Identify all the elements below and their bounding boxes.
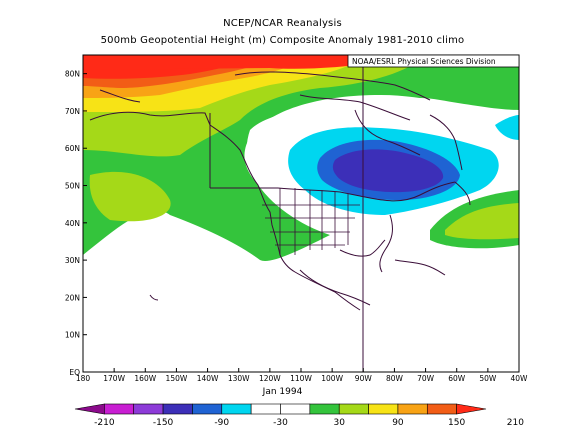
lon-tick-label: 160W (134, 374, 156, 383)
colorbar-label: 90 (392, 418, 404, 428)
colorbar-cell (280, 403, 311, 415)
colorbar-label: 150 (448, 418, 465, 428)
colorbar-cell (397, 403, 428, 415)
colorbar-cell (338, 403, 369, 415)
lat-tick-label: 20N (65, 293, 80, 302)
lat-tick-label: 40N (65, 219, 80, 228)
credit-text: NOAA/ESRL Physical Sciences Division (352, 57, 496, 66)
colorbar-cell (309, 403, 340, 415)
colorbar-label: -150 (153, 418, 174, 428)
lon-ticks: 180 170W 160W 150W 140W 130W 120W 110W 100W 90W 80… (76, 368, 528, 383)
lat-ticks: EQ 10N 20N 30N 40N 50N 60N 70N 80N (65, 70, 87, 377)
lon-tick-label: 40W (511, 374, 529, 383)
colorbar-label: 30 (333, 418, 345, 428)
colorbar-cell (133, 403, 164, 415)
chart-subtitle: 500mb Geopotential Height (m) Composite … (100, 35, 465, 46)
lat-tick-label: EQ (69, 368, 80, 377)
colorbar-cell (74, 403, 105, 415)
colorbar-label: -210 (94, 418, 115, 428)
coastlines (89, 71, 471, 311)
lat-tick-label: 70N (65, 107, 80, 116)
lon-tick-label: 150W (166, 374, 188, 383)
colorbar-cell (104, 403, 135, 415)
colorbar-cell (221, 403, 252, 415)
lon-tick-label: 170W (103, 374, 125, 383)
lat-tick-label: 80N (65, 70, 80, 79)
lon-tick-label: 70W (417, 374, 435, 383)
anomaly-fill (83, 55, 519, 372)
colorbar-label: 210 (507, 418, 524, 428)
colorbar-cell (250, 403, 281, 415)
lat-tick-label: 60N (65, 144, 80, 153)
colorbar-cell (426, 403, 457, 415)
lon-tick-label: 110W (290, 374, 312, 383)
colorbar-label: -90 (214, 418, 229, 428)
lon-tick-label: 140W (197, 374, 219, 383)
credit-box (347, 54, 520, 68)
lon-tick-label: 80W (386, 374, 404, 383)
lon-tick-label: 60W (448, 374, 466, 383)
colorbar-cell (368, 403, 399, 415)
state-borders (262, 188, 360, 255)
lon-tick-label: 50W (479, 374, 497, 383)
colorbar-cell (192, 403, 223, 415)
lon-tick-label: 120W (259, 374, 281, 383)
chart-title: NCEP/NCAR Reanalysis (223, 18, 342, 29)
colorbar-cell (456, 403, 487, 415)
lat-tick-label: 30N (65, 256, 80, 265)
lon-tick-label: 180 (76, 374, 91, 383)
lon-tick-label: 130W (228, 374, 250, 383)
lon-tick-label: 90W (355, 374, 373, 383)
lon-tick-label: 100W (321, 374, 343, 383)
colorbar-cell (162, 403, 193, 415)
lat-tick-label: 50N (65, 182, 80, 191)
lat-tick-label: 10N (65, 331, 80, 340)
date-label: Jan 1994 (262, 387, 303, 397)
colorbar-label: -30 (273, 418, 288, 428)
